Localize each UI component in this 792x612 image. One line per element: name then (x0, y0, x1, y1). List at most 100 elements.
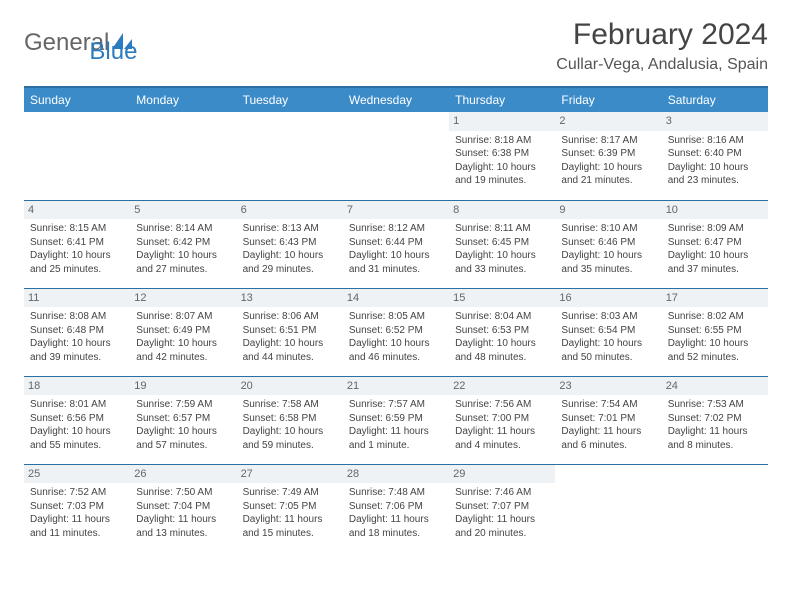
calendar-week-row: ....1Sunrise: 8:18 AMSunset: 6:38 PMDayl… (24, 112, 768, 200)
calendar-day-cell: 20Sunrise: 7:58 AMSunset: 6:58 PMDayligh… (237, 376, 343, 464)
daylight-text: Daylight: 11 hours and 18 minutes. (349, 513, 443, 540)
sunset-text: Sunset: 6:54 PM (561, 324, 655, 338)
brand-text-2: Blue (89, 38, 137, 66)
sunset-text: Sunset: 6:46 PM (561, 236, 655, 250)
sunset-text: Sunset: 6:41 PM (30, 236, 124, 250)
calendar-day-cell: . (24, 112, 130, 200)
sunrise-text: Sunrise: 8:07 AM (136, 310, 230, 324)
calendar-day-cell: 23Sunrise: 7:54 AMSunset: 7:01 PMDayligh… (555, 376, 661, 464)
sunset-text: Sunset: 7:01 PM (561, 412, 655, 426)
day-number: 11 (24, 289, 130, 308)
sunrise-text: Sunrise: 8:08 AM (30, 310, 124, 324)
weekday-header: Monday (130, 87, 236, 112)
weekday-header: Thursday (449, 87, 555, 112)
sunset-text: Sunset: 6:58 PM (243, 412, 337, 426)
day-number: 29 (449, 465, 555, 484)
calendar-day-cell: 2Sunrise: 8:17 AMSunset: 6:39 PMDaylight… (555, 112, 661, 200)
day-number: 23 (555, 377, 661, 396)
day-number: 20 (237, 377, 343, 396)
daylight-text: Daylight: 10 hours and 44 minutes. (243, 337, 337, 364)
sunrise-text: Sunrise: 7:59 AM (136, 398, 230, 412)
daylight-text: Daylight: 10 hours and 55 minutes. (30, 425, 124, 452)
sunset-text: Sunset: 6:49 PM (136, 324, 230, 338)
sunset-text: Sunset: 7:02 PM (668, 412, 762, 426)
calendar-body: ....1Sunrise: 8:18 AMSunset: 6:38 PMDayl… (24, 112, 768, 552)
calendar-day-cell: 13Sunrise: 8:06 AMSunset: 6:51 PMDayligh… (237, 288, 343, 376)
calendar-day-cell: . (555, 464, 661, 552)
sunrise-text: Sunrise: 8:18 AM (455, 134, 549, 148)
weekday-header-row: SundayMondayTuesdayWednesdayThursdayFrid… (24, 87, 768, 112)
calendar-day-cell: 9Sunrise: 8:10 AMSunset: 6:46 PMDaylight… (555, 200, 661, 288)
day-number: 5 (130, 201, 236, 220)
day-number: 15 (449, 289, 555, 308)
daylight-text: Daylight: 10 hours and 46 minutes. (349, 337, 443, 364)
calendar-week-row: 25Sunrise: 7:52 AMSunset: 7:03 PMDayligh… (24, 464, 768, 552)
daylight-text: Daylight: 10 hours and 37 minutes. (668, 249, 762, 276)
sunset-text: Sunset: 6:59 PM (349, 412, 443, 426)
weekday-header: Tuesday (237, 87, 343, 112)
day-number: 2 (555, 112, 661, 131)
daylight-text: Daylight: 10 hours and 29 minutes. (243, 249, 337, 276)
daylight-text: Daylight: 11 hours and 11 minutes. (30, 513, 124, 540)
day-number: 28 (343, 465, 449, 484)
calendar-day-cell: 11Sunrise: 8:08 AMSunset: 6:48 PMDayligh… (24, 288, 130, 376)
sunrise-text: Sunrise: 7:50 AM (136, 486, 230, 500)
calendar-day-cell: 5Sunrise: 8:14 AMSunset: 6:42 PMDaylight… (130, 200, 236, 288)
calendar-day-cell: 26Sunrise: 7:50 AMSunset: 7:04 PMDayligh… (130, 464, 236, 552)
day-number: 14 (343, 289, 449, 308)
daylight-text: Daylight: 11 hours and 13 minutes. (136, 513, 230, 540)
day-number: 17 (662, 289, 768, 308)
calendar-day-cell: 10Sunrise: 8:09 AMSunset: 6:47 PMDayligh… (662, 200, 768, 288)
daylight-text: Daylight: 11 hours and 4 minutes. (455, 425, 549, 452)
day-number: 1 (449, 112, 555, 131)
calendar-day-cell: 19Sunrise: 7:59 AMSunset: 6:57 PMDayligh… (130, 376, 236, 464)
calendar-day-cell: 15Sunrise: 8:04 AMSunset: 6:53 PMDayligh… (449, 288, 555, 376)
sunset-text: Sunset: 7:06 PM (349, 500, 443, 514)
sunset-text: Sunset: 6:38 PM (455, 147, 549, 161)
sunrise-text: Sunrise: 8:15 AM (30, 222, 124, 236)
calendar-day-cell: 29Sunrise: 7:46 AMSunset: 7:07 PMDayligh… (449, 464, 555, 552)
weekday-header: Wednesday (343, 87, 449, 112)
day-number: 6 (237, 201, 343, 220)
daylight-text: Daylight: 10 hours and 52 minutes. (668, 337, 762, 364)
sunset-text: Sunset: 7:03 PM (30, 500, 124, 514)
calendar-day-cell: 18Sunrise: 8:01 AMSunset: 6:56 PMDayligh… (24, 376, 130, 464)
sunset-text: Sunset: 6:44 PM (349, 236, 443, 250)
daylight-text: Daylight: 11 hours and 1 minute. (349, 425, 443, 452)
sunset-text: Sunset: 7:04 PM (136, 500, 230, 514)
sunrise-text: Sunrise: 7:52 AM (30, 486, 124, 500)
calendar-day-cell: 22Sunrise: 7:56 AMSunset: 7:00 PMDayligh… (449, 376, 555, 464)
sunrise-text: Sunrise: 8:03 AM (561, 310, 655, 324)
day-number: 4 (24, 201, 130, 220)
day-number: 12 (130, 289, 236, 308)
daylight-text: Daylight: 10 hours and 48 minutes. (455, 337, 549, 364)
sunset-text: Sunset: 6:39 PM (561, 147, 655, 161)
location-text: Cullar-Vega, Andalusia, Spain (556, 56, 768, 74)
day-number: 27 (237, 465, 343, 484)
sunrise-text: Sunrise: 7:53 AM (668, 398, 762, 412)
calendar-day-cell: 1Sunrise: 8:18 AMSunset: 6:38 PMDaylight… (449, 112, 555, 200)
daylight-text: Daylight: 11 hours and 6 minutes. (561, 425, 655, 452)
calendar-day-cell: 24Sunrise: 7:53 AMSunset: 7:02 PMDayligh… (662, 376, 768, 464)
calendar-day-cell: . (130, 112, 236, 200)
calendar-day-cell: 12Sunrise: 8:07 AMSunset: 6:49 PMDayligh… (130, 288, 236, 376)
calendar-day-cell: . (662, 464, 768, 552)
calendar-day-cell: 27Sunrise: 7:49 AMSunset: 7:05 PMDayligh… (237, 464, 343, 552)
weekday-header: Friday (555, 87, 661, 112)
calendar-day-cell: 25Sunrise: 7:52 AMSunset: 7:03 PMDayligh… (24, 464, 130, 552)
calendar-day-cell: 28 Sunrise: 7:48 AMSunset: 7:06 PMDayligh… (343, 464, 449, 552)
day-number: 10 (662, 201, 768, 220)
calendar-day-cell: . (343, 112, 449, 200)
sunrise-text: Sunrise: 8:05 AM (349, 310, 443, 324)
sunrise-text: Sunrise: 7:48 AM (349, 486, 443, 500)
calendar-day-cell: 16Sunrise: 8:03 AMSunset: 6:54 PMDayligh… (555, 288, 661, 376)
sunrise-text: Sunrise: 8:11 AM (455, 222, 549, 236)
sunset-text: Sunset: 7:07 PM (455, 500, 549, 514)
sunrise-text: Sunrise: 7:57 AM (349, 398, 443, 412)
sunset-text: Sunset: 6:52 PM (349, 324, 443, 338)
daylight-text: Daylight: 10 hours and 57 minutes. (136, 425, 230, 452)
sunset-text: Sunset: 6:56 PM (30, 412, 124, 426)
sunset-text: Sunset: 6:43 PM (243, 236, 337, 250)
weekday-header: Saturday (662, 87, 768, 112)
day-number: 19 (130, 377, 236, 396)
